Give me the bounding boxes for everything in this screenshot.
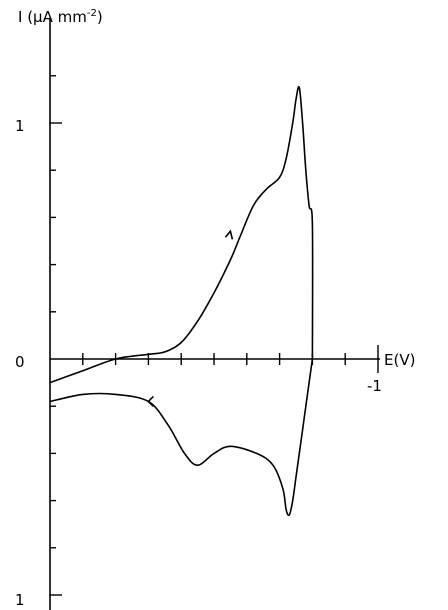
anodic-sweep-curve xyxy=(49,358,314,517)
cathodic-sweep-curve xyxy=(49,85,314,384)
tick-marks xyxy=(50,75,379,596)
y-tick-label-zero: 0 xyxy=(15,353,25,371)
y-tick-label-bottom: 1 xyxy=(15,591,25,609)
y-tick-label-top: 1 xyxy=(15,117,25,135)
y-axis-label: I (μA mm-2) xyxy=(18,8,103,26)
x-axis-label: E(V) xyxy=(384,351,415,369)
curve-group xyxy=(49,85,314,517)
sweep-arrow-forward xyxy=(224,229,234,240)
sweep-arrow-return xyxy=(147,395,154,408)
x-tick-label: -1 xyxy=(367,377,382,395)
